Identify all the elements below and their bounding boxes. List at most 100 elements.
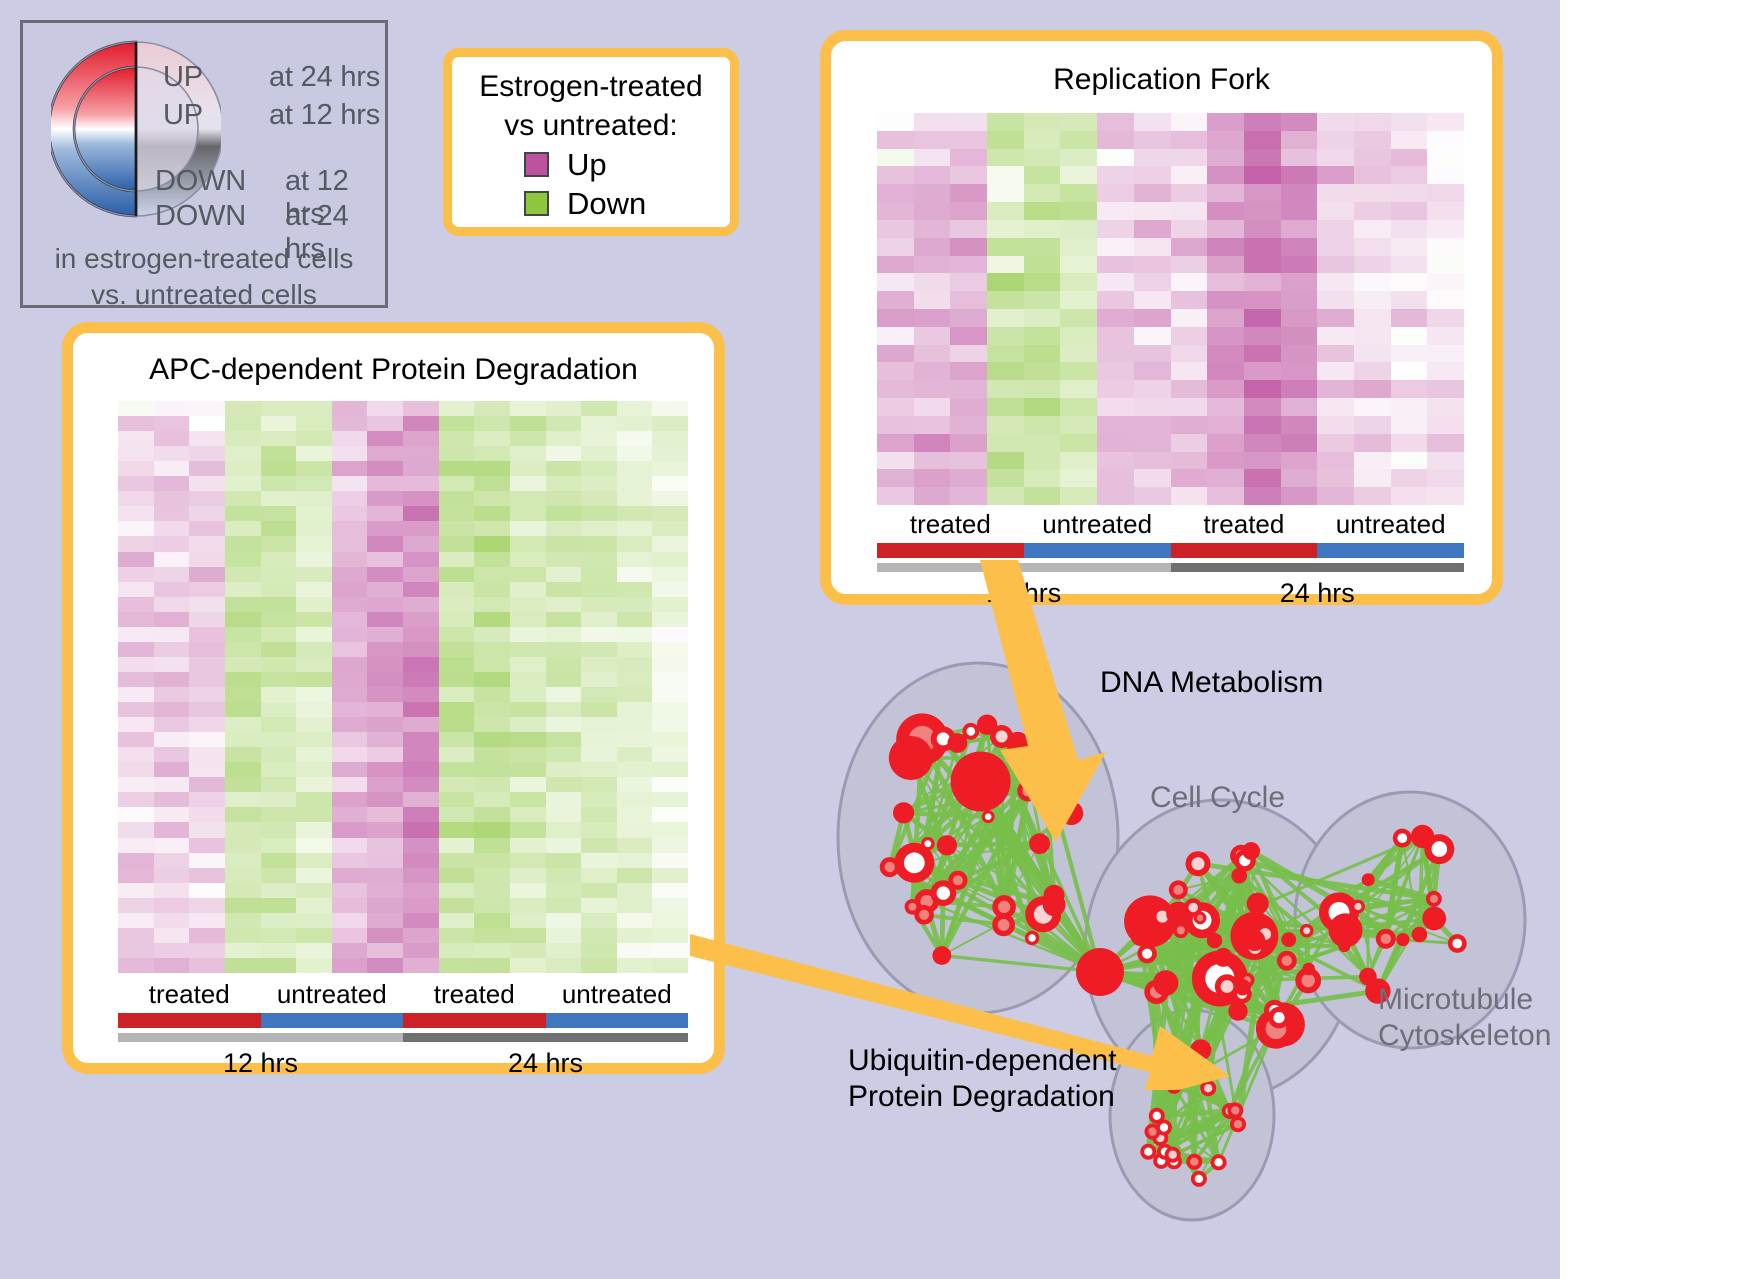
heatmap-cell — [1060, 273, 1098, 292]
heatmap-cell — [987, 184, 1024, 203]
heatmap-cell — [652, 852, 688, 868]
network-node — [1302, 962, 1315, 976]
group-color-segment — [403, 1013, 546, 1028]
network-node-core — [936, 886, 950, 900]
heatmap-cell — [509, 867, 546, 883]
heatmap-cell — [189, 777, 225, 793]
heatmap-cell — [367, 837, 403, 853]
heatmap-cell — [1097, 148, 1134, 167]
heatmap-cell — [1427, 433, 1464, 452]
heatmap-cell — [153, 897, 190, 913]
heatmap-cell — [1207, 469, 1244, 488]
heatmap-cell — [950, 202, 988, 220]
heatmap-cell — [474, 401, 510, 417]
network-node-core — [1188, 902, 1198, 913]
heatmap-cell — [118, 611, 154, 627]
group-color-segment — [260, 1013, 403, 1028]
heatmap-cell — [189, 912, 225, 928]
heatmap-cell — [652, 416, 688, 432]
heatmap-cell — [652, 491, 688, 507]
heatmap-cell — [367, 506, 403, 522]
heatmap-cell — [367, 807, 403, 823]
network-node-core — [995, 730, 1008, 743]
heatmap-cell — [403, 611, 439, 627]
heatmap-cell — [153, 957, 190, 973]
network-node-core — [952, 875, 963, 886]
heatmap-cell — [877, 273, 914, 292]
heatmap-cell — [545, 957, 582, 973]
heatmap-cell — [581, 792, 617, 808]
heatmap-cell — [616, 536, 653, 552]
heatmap-cell — [260, 656, 297, 672]
heatmap-cell — [1133, 415, 1171, 434]
heatmap-cell — [189, 476, 225, 492]
network-node-core — [1152, 1111, 1161, 1120]
heatmap-cell — [509, 581, 546, 597]
heatmap-cell — [950, 166, 988, 185]
heatmap-cell — [189, 747, 225, 763]
heatmap-cell — [1097, 184, 1134, 203]
legend-title: Estrogen-treated vs untreated: — [452, 67, 730, 145]
heatmap-cell — [616, 927, 653, 943]
network-node-core — [1231, 1106, 1240, 1115]
heatmap-apc — [118, 401, 688, 973]
heatmap-cell — [987, 255, 1024, 274]
heatmap-cell — [1170, 469, 1208, 488]
heatmap-cell — [1097, 219, 1134, 238]
heatmap-cell — [438, 777, 475, 793]
heatmap-cell — [1243, 380, 1281, 399]
heatmap-cell — [877, 487, 914, 505]
heatmap-cell — [1023, 344, 1061, 363]
heatmap-cell — [224, 581, 261, 597]
heatmap-cell — [1317, 451, 1354, 470]
heatmap-cell — [652, 611, 688, 627]
heatmap-cell — [652, 927, 688, 943]
heatmap-cell — [581, 942, 617, 958]
heatmap-cell — [474, 912, 510, 928]
heatmap-cell — [296, 882, 332, 898]
heatmap-cell — [545, 641, 582, 657]
network-node-core — [1397, 833, 1408, 843]
heatmap-cell — [652, 401, 688, 417]
heatmap-cell — [331, 912, 368, 928]
heatmap-cell — [1243, 237, 1281, 256]
heatmap-cell — [296, 671, 332, 687]
heatmap-cell — [153, 822, 190, 838]
heatmap-cell — [118, 686, 154, 703]
heatmap-cell — [331, 401, 368, 417]
heatmap-cell — [913, 184, 951, 203]
heatmap-cell — [224, 762, 261, 778]
heatmap-cell — [1207, 255, 1244, 274]
heatmap-cell — [260, 747, 297, 763]
heatmap-cell — [987, 469, 1024, 488]
heatmap-cell — [153, 732, 190, 748]
heatmap-cell — [153, 837, 190, 853]
heatmap-cell — [1170, 309, 1208, 327]
heatmap-cell — [224, 702, 261, 718]
heatmap-cell — [153, 702, 190, 718]
heatmap-cell — [438, 431, 475, 447]
heatmap-cell — [581, 807, 617, 823]
heatmap-cell — [652, 912, 688, 928]
network-node-core — [1380, 933, 1391, 944]
heatmap-cell — [913, 469, 951, 488]
heatmap-cell — [509, 897, 546, 913]
heatmap-cell — [189, 732, 225, 748]
heatmap-cell — [438, 536, 475, 552]
heatmap-cell — [224, 566, 261, 582]
heatmap-cell — [153, 671, 190, 687]
heatmap-cell — [118, 867, 154, 883]
group-labels-replication-fork: treated untreated treated untreated — [877, 509, 1464, 540]
heatmap-cell — [987, 398, 1024, 416]
heatmap-cell — [118, 491, 154, 507]
heatmap-cell — [1243, 291, 1281, 309]
heatmap-cell — [1427, 255, 1464, 274]
time-color-bar-apc — [118, 1033, 688, 1042]
heatmap-cell — [296, 747, 332, 763]
heatmap-cell — [367, 942, 403, 958]
cluster-label-microtubule: Microtubule Cytoskeleton — [1378, 982, 1551, 1054]
time-labels-apc: 12 hrs 24 hrs — [118, 1048, 688, 1079]
heatmap-cell — [224, 686, 261, 703]
heatmap-cell — [403, 897, 439, 913]
heatmap-cell — [367, 521, 403, 537]
